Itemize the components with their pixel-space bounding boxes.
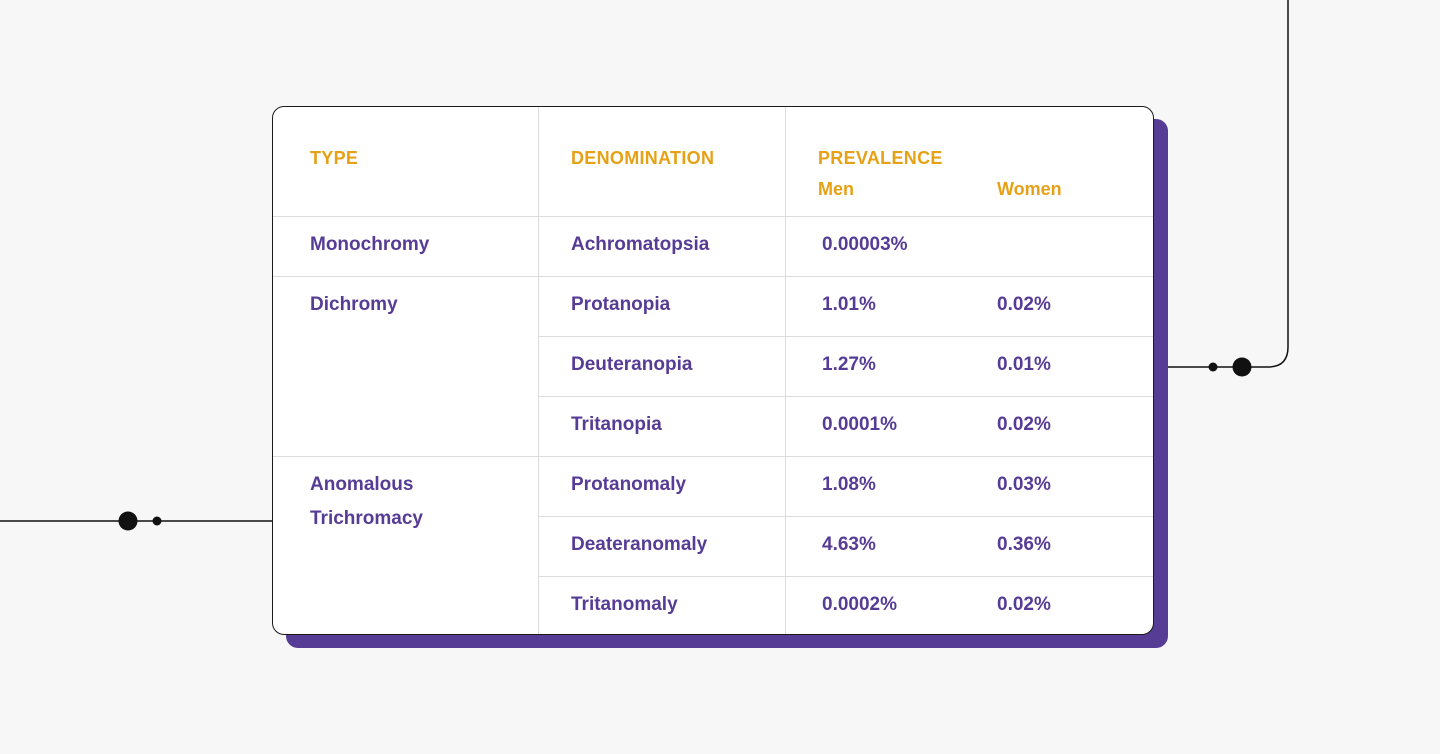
color-blindness-table: TYPE DENOMINATION PREVALENCE Men Women M… — [272, 106, 1154, 635]
denomination-cell: Protanopia — [571, 294, 671, 315]
women-cell: 0.02% — [997, 294, 1051, 315]
men-cell: 4.63% — [822, 534, 876, 555]
header-men: Men — [818, 179, 854, 199]
women-cell: 0.02% — [997, 414, 1051, 435]
row-divider — [538, 336, 1153, 337]
men-cell: 0.0001% — [822, 414, 898, 435]
women-cell: 0.01% — [997, 354, 1051, 375]
left-connector-small-dot — [152, 516, 162, 526]
type-anomalous-trichromacy: Anomalous Trichromacy — [310, 474, 423, 529]
denomination-cell: Protanomaly — [571, 474, 687, 495]
men-cell: 1.01% — [822, 294, 876, 315]
header-type: TYPE — [310, 148, 359, 168]
row-divider — [538, 576, 1153, 577]
denomination-cell: Deuteranopia — [571, 354, 693, 375]
women-cell: 0.02% — [997, 594, 1051, 615]
denomination-cell: Tritanomaly — [571, 594, 678, 615]
denomination-cell: Deateranomaly — [571, 534, 708, 555]
women-cell: 0.03% — [997, 474, 1051, 495]
row-divider — [538, 396, 1153, 397]
left-connector — [0, 511, 272, 531]
header-prevalence: PREVALENCE — [818, 148, 943, 168]
type-dichromy: Dichromy — [310, 294, 398, 315]
type-monochromy: Monochromy — [310, 234, 430, 255]
men-cell: 1.27% — [822, 354, 876, 375]
men-cell: 0.00003% — [822, 234, 908, 255]
row-divider — [273, 216, 1153, 217]
right-connector — [1155, 0, 1289, 377]
denomination-cell: Tritanopia — [571, 414, 662, 435]
right-connector-large-dot — [1232, 357, 1252, 377]
men-cell: 0.0002% — [822, 594, 898, 615]
column-divider — [785, 107, 786, 634]
header-denomination: DENOMINATION — [571, 148, 715, 168]
row-divider — [273, 456, 1153, 457]
column-divider — [538, 107, 539, 634]
women-cell: 0.36% — [997, 534, 1051, 555]
denomination-cell: Achromatopsia — [571, 234, 710, 255]
men-cell: 1.08% — [822, 474, 876, 495]
right-connector-small-dot — [1208, 362, 1218, 372]
header-women: Women — [997, 179, 1062, 199]
row-divider — [538, 516, 1153, 517]
row-divider — [273, 276, 1153, 277]
left-connector-large-dot — [118, 511, 138, 531]
